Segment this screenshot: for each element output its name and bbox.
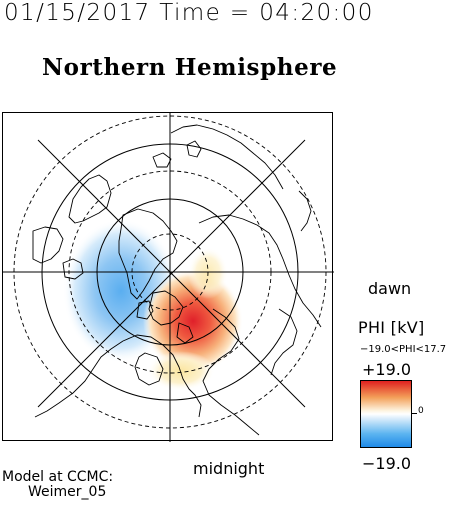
legend-min-label: −19.0 bbox=[362, 454, 412, 473]
coastline-canada-islands bbox=[136, 290, 194, 344]
polar-map bbox=[3, 113, 334, 442]
coastline-hudson-bay bbox=[134, 352, 164, 386]
coastline-japan bbox=[298, 190, 312, 232]
meridians bbox=[3, 113, 334, 442]
colorbar bbox=[360, 380, 412, 448]
coastline-asia-north bbox=[170, 124, 284, 190]
coastline-scandinavia bbox=[68, 174, 112, 224]
colorbar-zero-tick bbox=[412, 413, 417, 414]
legend-max-label: +19.0 bbox=[362, 360, 412, 379]
coastline-greenland bbox=[118, 208, 178, 300]
model-credit: Model at CCMC: Weimer_05 bbox=[2, 470, 113, 500]
coastlines bbox=[32, 124, 322, 436]
coastline-kamchatka bbox=[270, 308, 298, 376]
potential-field bbox=[63, 219, 243, 391]
coastline-canada bbox=[34, 334, 202, 418]
timestamp: 01/15/2017 Time = 04:20:00 bbox=[4, 0, 374, 26]
legend-range: −19.0<PHI<17.7 bbox=[360, 344, 447, 355]
polar-map-frame bbox=[2, 112, 334, 442]
dawn-label: dawn bbox=[368, 279, 412, 298]
meridian-diagonal-b bbox=[37, 139, 306, 408]
coastline-alaska bbox=[202, 308, 260, 436]
coastline-svalbard bbox=[152, 140, 202, 168]
coastline-siberia bbox=[198, 214, 322, 328]
credit-line-1: Model at CCMC: bbox=[2, 469, 114, 485]
credit-line-2: Weimer_05 bbox=[28, 484, 107, 500]
page-title: Northern Hemisphere bbox=[42, 54, 338, 81]
coastline-europe bbox=[32, 226, 84, 280]
colorbar-zero-label: 0 bbox=[418, 406, 424, 416]
legend-title: PHI [kV] bbox=[358, 318, 425, 337]
positive-fringe bbox=[147, 351, 215, 391]
midnight-label: midnight bbox=[193, 459, 265, 478]
